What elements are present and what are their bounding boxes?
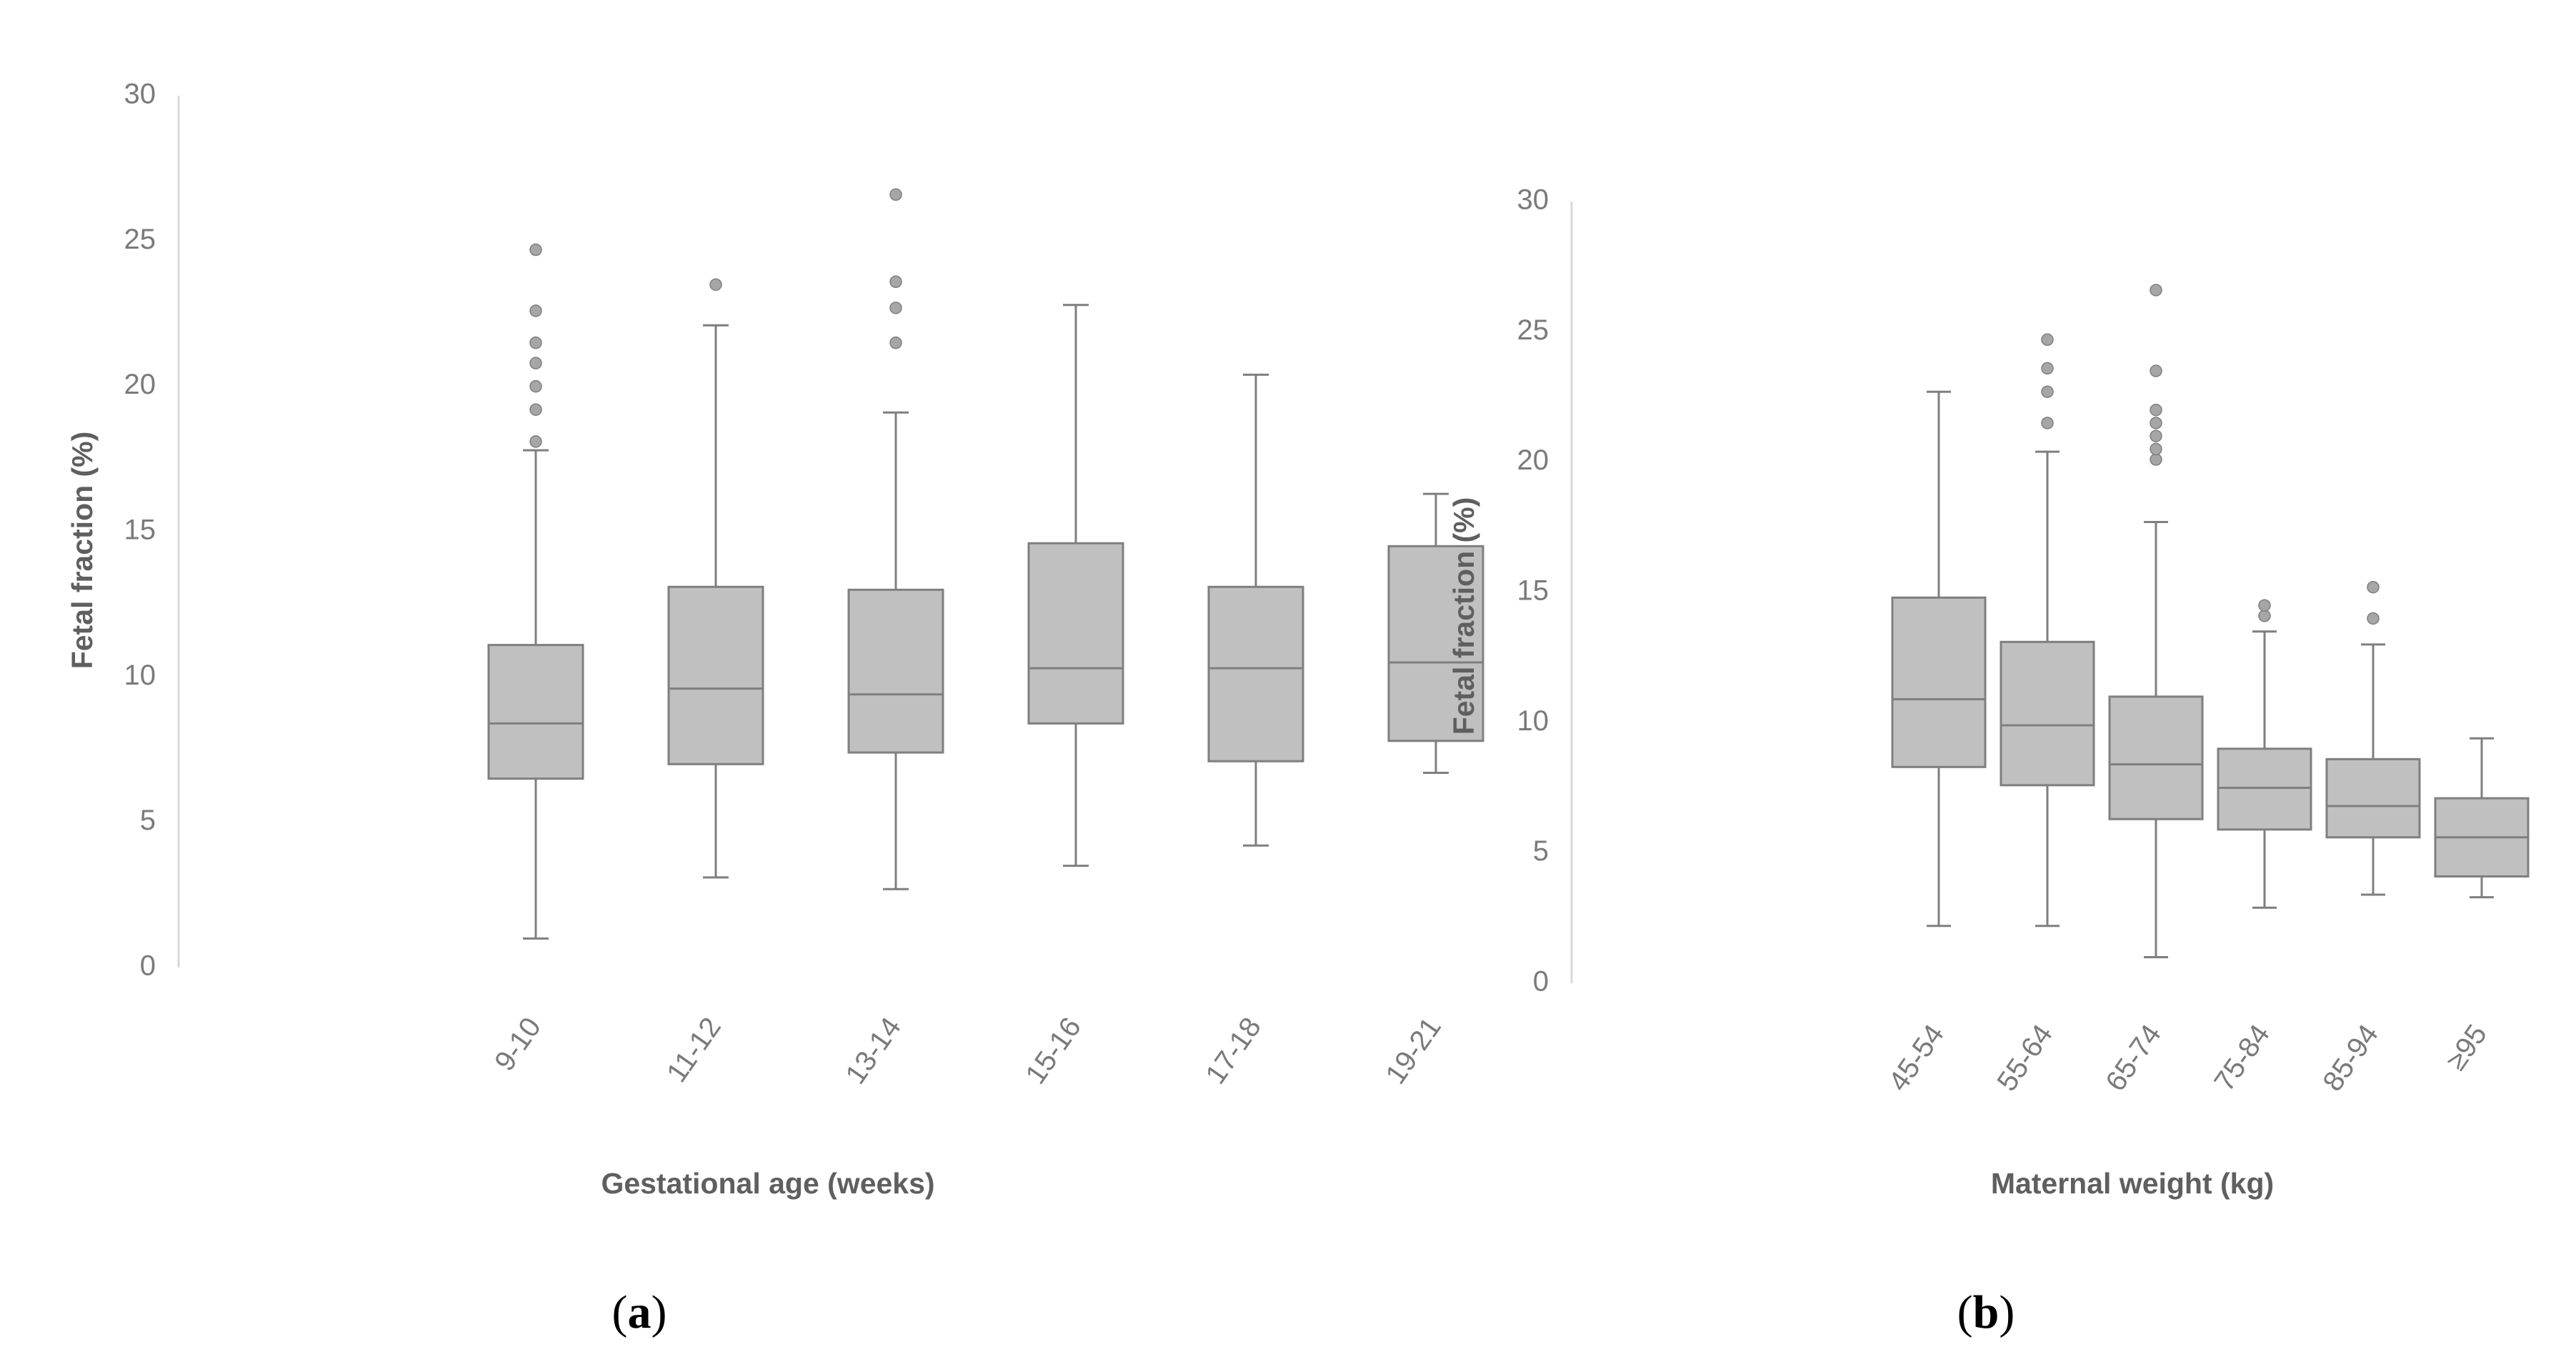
chart-b-x-tick-label: 45-54 xyxy=(1882,1019,1950,1097)
chart-b-x-tick-label: 75-84 xyxy=(2208,1019,2276,1097)
box-iqr xyxy=(2000,640,2095,787)
chart-b-y-tick-label: 10 xyxy=(1517,705,1549,737)
chart-b-x-axis-title: Maternal weight (kg) xyxy=(1991,1167,2274,1200)
chart-a-marks: 0 5 10 15 20 25 30 9-10 11-12 13-14 15-16 17-18 19-2… xyxy=(124,79,1484,1090)
chart-b-marks: 0 5 10 15 20 25 30 45-54 55-64 65-74 75-84 85-94 ≥95 xyxy=(1517,184,2530,1097)
chart-a-y-tick-label: 5 xyxy=(140,805,156,836)
chart-a-y-tick-label: 15 xyxy=(124,515,156,546)
chart-a-box-9-10 xyxy=(487,243,584,940)
chart-b-box-75-84 xyxy=(2217,599,2312,909)
outlier-point xyxy=(529,304,542,317)
outlier-point xyxy=(529,243,542,257)
outlier-point xyxy=(2150,442,2162,456)
chart-a-x-tick-label: 11-12 xyxy=(661,1012,727,1088)
box-iqr xyxy=(487,644,584,780)
chart-a-y-tick-label: 0 xyxy=(140,950,156,982)
chart-a-box-15-16 xyxy=(1027,304,1124,868)
chart-b-y-tick-label: 20 xyxy=(1517,444,1549,476)
chart-b-y-tick-label: 0 xyxy=(1533,966,1549,998)
chart-b-y-tick-label: 25 xyxy=(1517,314,1549,346)
chart-a-y-tick-label: 25 xyxy=(124,224,156,255)
outlier-point xyxy=(889,188,902,202)
outlier-point xyxy=(2367,612,2380,625)
chart-a-y-tick-label: 20 xyxy=(124,369,156,400)
box-iqr xyxy=(667,585,764,765)
chart-a-x-tick-label: 15-16 xyxy=(1019,1012,1087,1090)
chart-a-x-axis-title: Gestational age (weeks) xyxy=(601,1167,934,1200)
chart-b-box-55-64 xyxy=(2000,333,2095,928)
chart-b-x-tick-label: ≥95 xyxy=(2440,1019,2493,1076)
chart-a-box-19-21 xyxy=(1387,492,1484,775)
chart-maternal-weight: 0 5 10 15 20 25 30 45-54 55-64 65-74 75-84 85-94 ≥95… xyxy=(1447,184,2530,1200)
chart-a-y-tick-label: 10 xyxy=(124,660,156,691)
box-iqr xyxy=(2325,757,2421,839)
chart-a-x-tick-label: 13-14 xyxy=(839,1012,907,1090)
chart-a-x-tick-label: 17-18 xyxy=(1199,1012,1267,1090)
box-iqr xyxy=(1387,545,1484,742)
chart-b-y-tick-label: 15 xyxy=(1517,575,1549,607)
box-iqr xyxy=(2108,695,2204,820)
outlier-point xyxy=(2150,364,2162,377)
chart-b-box-≥95 xyxy=(2434,737,2530,899)
outlier-point xyxy=(529,435,542,448)
chart-b-box-85-94 xyxy=(2325,580,2421,896)
chart-b-box-45-54 xyxy=(1891,390,1987,928)
chart-a-y-axis-title: Fetal fraction (%) xyxy=(66,432,99,670)
outlier-point xyxy=(889,275,902,289)
box-iqr xyxy=(847,588,944,754)
chart-b-y-tick-label: 5 xyxy=(1533,835,1549,867)
outlier-point xyxy=(529,379,542,393)
outlier-point xyxy=(2041,385,2054,398)
outlier-point xyxy=(529,357,542,369)
outlier-point xyxy=(2041,417,2054,429)
outlier-point xyxy=(2258,599,2271,612)
chart-b-y-axis-title: Fetal fraction (%) xyxy=(1447,497,1480,735)
outlier-point xyxy=(2041,362,2054,375)
chart-a-y-tick-label: 30 xyxy=(124,79,156,110)
outlier-point xyxy=(2041,333,2054,347)
outlier-point xyxy=(2150,429,2162,442)
box-iqr xyxy=(1207,585,1304,762)
chart-b-x-tick-label: 55-64 xyxy=(1991,1019,2059,1097)
box-iqr xyxy=(1891,596,1987,768)
outlier-point xyxy=(2150,403,2162,417)
chart-gestational-age: 0 5 10 15 20 25 30 9-10 11-12 13-14 15-16 17-18 19-2… xyxy=(66,79,1484,1200)
outlier-point xyxy=(2258,610,2271,622)
outlier-point xyxy=(2150,417,2162,429)
outlier-point xyxy=(709,278,722,292)
chart-b-x-tick-label: 85-94 xyxy=(2317,1019,2385,1097)
box-iqr xyxy=(2217,747,2312,831)
outlier-point xyxy=(529,403,542,416)
chart-b-y-tick-label: 30 xyxy=(1517,184,1549,216)
outlier-point xyxy=(529,336,542,349)
chart-b-x-tick-label: 65-74 xyxy=(2100,1019,2167,1097)
chart-a-box-13-14 xyxy=(847,188,944,890)
outlier-point xyxy=(2367,580,2380,594)
outlier-point xyxy=(2150,284,2162,297)
chart-a-box-17-18 xyxy=(1207,373,1304,847)
outlier-point xyxy=(889,302,902,314)
chart-a-box-11-12 xyxy=(667,278,764,879)
panel-label-b: (b) xyxy=(1957,1286,2015,1338)
outlier-point xyxy=(2150,453,2162,466)
panel-label-a: (a) xyxy=(612,1286,667,1338)
chart-a-x-tick-label: 9-10 xyxy=(489,1012,547,1077)
box-iqr xyxy=(1027,542,1124,725)
outlier-point xyxy=(889,336,902,349)
chart-b-box-65-74 xyxy=(2108,284,2204,959)
chart-a-x-tick-label: 19-21 xyxy=(1379,1012,1447,1090)
